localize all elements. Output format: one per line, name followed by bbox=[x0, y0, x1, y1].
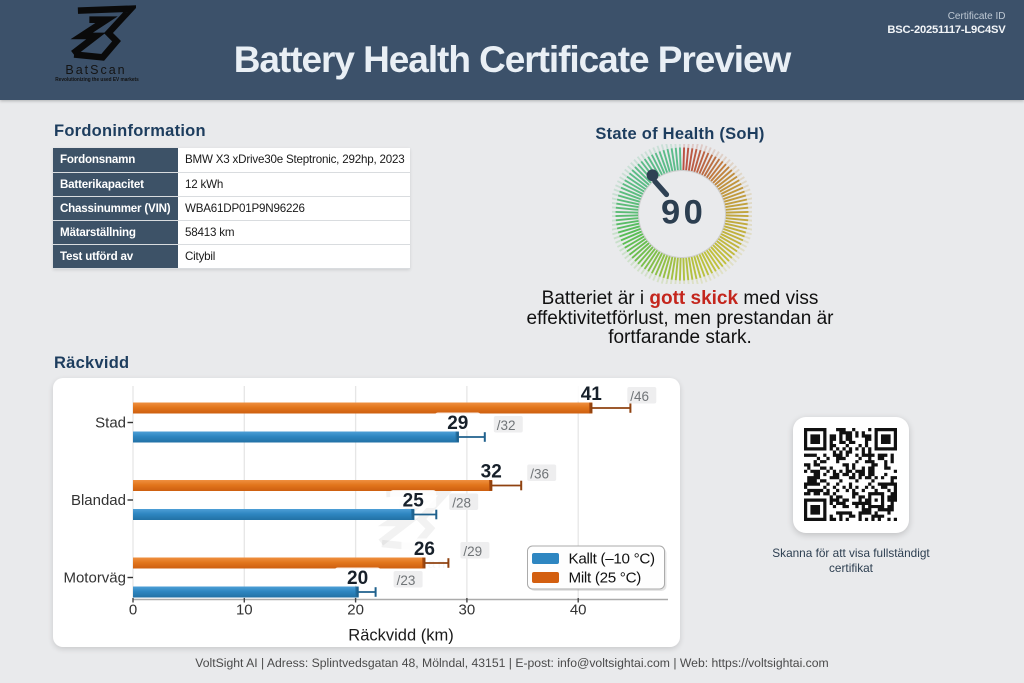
svg-text:0: 0 bbox=[129, 601, 137, 618]
svg-text:25: 25 bbox=[403, 491, 425, 512]
svg-text:30: 30 bbox=[459, 601, 476, 618]
svg-text:Stad: Stad bbox=[95, 415, 126, 432]
svg-text:32: 32 bbox=[481, 462, 502, 483]
svg-text:41: 41 bbox=[581, 384, 603, 405]
svg-text:/46: /46 bbox=[630, 389, 649, 404]
svg-text:/23: /23 bbox=[397, 573, 416, 588]
svg-text:/29: /29 bbox=[463, 544, 482, 559]
svg-text:10: 10 bbox=[236, 601, 253, 618]
svg-text:Räckvidd (km): Räckvidd (km) bbox=[348, 627, 453, 645]
svg-text:Blandad: Blandad bbox=[71, 492, 126, 509]
svg-text:/28: /28 bbox=[452, 496, 471, 511]
svg-text:26: 26 bbox=[414, 539, 435, 560]
svg-text:Motorväg: Motorväg bbox=[63, 570, 126, 587]
svg-text:/36: /36 bbox=[530, 467, 549, 482]
svg-text:20: 20 bbox=[347, 601, 364, 618]
svg-text:/32: /32 bbox=[497, 418, 516, 433]
svg-text:29: 29 bbox=[447, 413, 468, 434]
svg-text:Kallt (–10 °C): Kallt (–10 °C) bbox=[569, 551, 656, 568]
svg-text:40: 40 bbox=[570, 601, 587, 618]
svg-text:90: 90 bbox=[661, 193, 706, 231]
svg-text:Milt (25 °C): Milt (25 °C) bbox=[569, 570, 642, 587]
svg-text:20: 20 bbox=[347, 568, 368, 589]
